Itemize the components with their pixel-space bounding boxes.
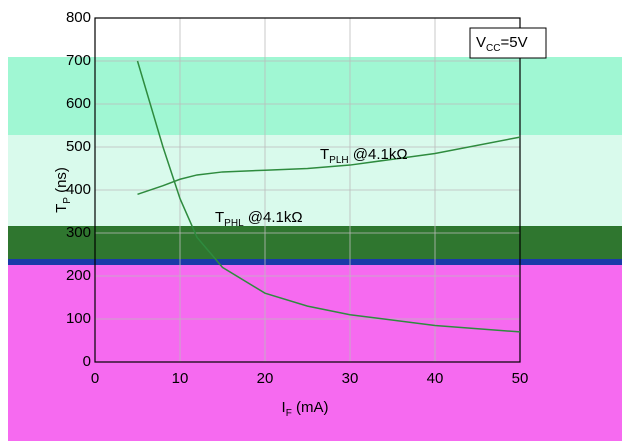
label-main: T — [320, 146, 329, 163]
label-sub: F — [286, 408, 292, 419]
series-line — [137, 136, 521, 196]
y-tick-label: 200 — [66, 267, 91, 284]
x-tick-label: 40 — [427, 370, 444, 387]
label-sub: CC — [486, 43, 500, 54]
x-tick-label: 0 — [91, 370, 99, 387]
label-sub: P — [62, 197, 73, 204]
series-line — [136, 60, 521, 333]
label-rest: (ns) — [53, 167, 70, 197]
y-tick-label: 100 — [66, 310, 91, 327]
label-main: T — [215, 209, 224, 226]
series-label: TPHL @4.1kΩ — [215, 209, 303, 229]
label-sub: PLH — [329, 155, 348, 166]
x-tick-label: 10 — [172, 370, 189, 387]
y-tick-label: 600 — [66, 95, 91, 112]
label-main: I — [282, 399, 286, 416]
y-tick-label: 300 — [66, 224, 91, 241]
label-rest: =5V — [500, 34, 527, 51]
glitch-band — [8, 226, 622, 260]
x-axis-label: IF (mA) — [282, 399, 329, 419]
y-tick-label: 700 — [66, 52, 91, 69]
condition-label: VCC=5V — [476, 34, 528, 54]
label-rest: @4.1kΩ — [349, 146, 408, 163]
plot-frame — [94, 17, 521, 363]
glitch-band — [8, 135, 622, 227]
x-tick-label: 50 — [512, 370, 529, 387]
y-axis-label: TP (ns) — [53, 167, 73, 213]
y-tick-label: 500 — [66, 138, 91, 155]
label-sub: PHL — [224, 218, 244, 229]
condition-box — [469, 27, 547, 59]
glitch-band — [8, 57, 622, 135]
y-tick-label: 0 — [83, 353, 91, 370]
label-main: V — [476, 34, 486, 51]
label-main: T — [53, 204, 70, 213]
y-tick-label: 400 — [66, 181, 91, 198]
label-rest: @4.1kΩ — [244, 209, 303, 226]
glitch-band — [8, 259, 622, 265]
x-tick-label: 20 — [257, 370, 274, 387]
y-tick-label: 800 — [66, 9, 91, 26]
x-tick-label: 30 — [342, 370, 359, 387]
series-label: TPLH @4.1kΩ — [320, 146, 408, 166]
label-rest: (mA) — [292, 399, 329, 416]
